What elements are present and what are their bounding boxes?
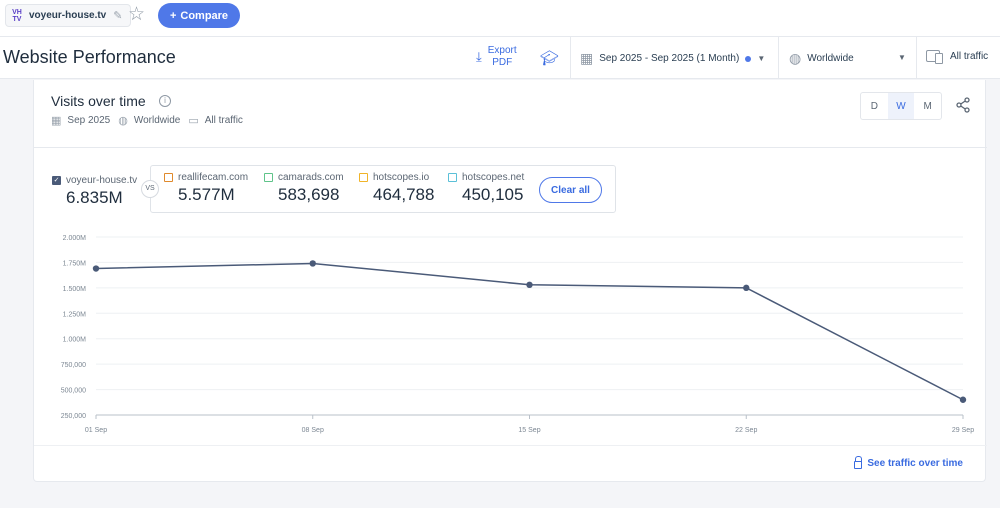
export-label-line1: Export xyxy=(487,45,517,56)
meta-traffic: All traffic xyxy=(204,115,243,126)
x-tick-label: 01 Sep xyxy=(85,427,107,434)
site-chip[interactable]: VH TV voyeur-house.tv ✎ xyxy=(5,4,132,27)
chevron-down-icon: ▼ xyxy=(757,54,766,63)
y-tick-label: 750,000 xyxy=(61,362,86,369)
date-range-filter[interactable]: ▦ Sep 2025 - Sep 2025 (1 Month) ▼ xyxy=(580,50,765,67)
x-tick-label: 15 Sep xyxy=(518,427,540,434)
site-favicon-icon: VH TV xyxy=(10,9,24,23)
share-icon[interactable] xyxy=(955,97,971,117)
export-label-line2: PDF xyxy=(492,57,513,68)
card-meta: ▦ Sep 2025 ◍ Worldwide ▭ All traffic xyxy=(51,114,251,127)
granularity-month-button[interactable]: M xyxy=(923,100,932,112)
competitor-value: 450,105 xyxy=(462,185,524,204)
compare-label: Compare xyxy=(180,9,229,22)
checkbox-unchecked-icon[interactable] xyxy=(164,173,173,182)
header-divider xyxy=(778,37,779,79)
plus-icon: + xyxy=(169,9,177,22)
header-divider xyxy=(570,37,571,79)
checkbox-unchecked-icon[interactable] xyxy=(359,173,368,182)
see-traffic-over-time-link[interactable]: See traffic over time xyxy=(854,456,963,469)
vs-badge: VS xyxy=(141,180,159,198)
legend-competitor[interactable]: reallifecam.com 5.577M xyxy=(164,172,248,205)
export-pdf-button[interactable]: ⤓ Export PDF xyxy=(476,45,517,69)
chart-svg: 2.000M 1.750M 1.500M 1.250M 1.000M 750,000 500… xyxy=(61,235,975,434)
info-icon[interactable]: i xyxy=(159,95,171,107)
data-point xyxy=(743,284,750,292)
competitor-name: reallifecam.com xyxy=(178,172,249,183)
date-range-label: Sep 2025 - Sep 2025 (1 Month) xyxy=(599,53,740,64)
x-tick-label: 08 Sep xyxy=(302,427,324,434)
y-tick-label: 2.000M xyxy=(63,235,87,242)
competitor-value: 583,698 xyxy=(278,185,340,204)
meta-country: Worldwide xyxy=(133,115,181,126)
legend-main-site[interactable]: ✓ voyeur-house.tv 6.835M xyxy=(52,175,137,208)
y-tick-label: 1.500M xyxy=(63,286,87,293)
calendar-icon: ▦ xyxy=(580,50,594,66)
card-title: Visits over time xyxy=(51,93,146,109)
y-tick-label: 250,000 xyxy=(61,413,86,420)
checkbox-unchecked-icon[interactable] xyxy=(448,173,457,182)
see-traffic-label: See traffic over time xyxy=(867,458,963,469)
granularity-week-button[interactable]: W xyxy=(887,93,915,119)
competitor-name: camarads.com xyxy=(278,172,344,183)
calendar-icon: ▦ xyxy=(51,115,62,127)
y-tick-label: 1.000M xyxy=(63,337,87,344)
x-tick-label: 22 Sep xyxy=(735,427,757,434)
academy-graduation-cap-icon[interactable]: 🎓︎ xyxy=(540,50,560,67)
download-icon: ⤓ xyxy=(476,49,482,64)
legend-competitor[interactable]: camarads.com 583,698 xyxy=(264,172,344,205)
visits-line-chart: 2.000M 1.750M 1.500M 1.250M 1.000M 750,000 500… xyxy=(34,220,987,445)
page-header: Website Performance ⤓ Export PDF 🎓︎ ▦ Se… xyxy=(0,37,1000,79)
chevron-down-icon[interactable]: ▼ xyxy=(898,53,906,62)
competitors-box: reallifecam.com 5.577M camarads.com 583,… xyxy=(150,165,616,213)
date-range-dot-indicator xyxy=(745,55,752,62)
header-divider xyxy=(916,37,917,79)
card-footer-divider xyxy=(34,445,987,446)
legend-competitor[interactable]: hotscopes.net 450,105 xyxy=(448,172,524,205)
granularity-day-button[interactable]: D xyxy=(870,100,878,112)
data-point xyxy=(959,396,967,403)
data-point xyxy=(92,265,100,272)
y-tick-label: 500,000 xyxy=(61,388,86,395)
data-point xyxy=(526,281,533,289)
data-point xyxy=(309,260,316,267)
checkbox-unchecked-icon[interactable] xyxy=(264,173,273,182)
country-filter[interactable]: ◍ Worldwide xyxy=(789,50,854,67)
country-label: Worldwide xyxy=(807,53,854,64)
traffic-filter[interactable]: All traffic xyxy=(926,50,989,64)
x-tick-label: 29 Sep xyxy=(952,427,974,434)
checkbox-checked-icon[interactable]: ✓ xyxy=(52,176,61,185)
y-tick-label: 1.250M xyxy=(63,311,87,318)
page-title: Website Performance xyxy=(3,47,176,67)
legend-competitor[interactable]: hotscopes.io 464,788 xyxy=(359,172,434,205)
favicon-text-bottom: TV xyxy=(12,15,22,23)
favorite-star-icon[interactable]: ☆ xyxy=(128,4,146,25)
competitor-name: hotscopes.net xyxy=(462,172,525,183)
edit-pencil-icon[interactable]: ✎ xyxy=(113,10,123,22)
competitor-value: 5.577M xyxy=(178,185,235,204)
competitor-name: hotscopes.io xyxy=(373,172,430,183)
top-bar: VH TV voyeur-house.tv ✎ ☆ + Compare xyxy=(0,0,1000,37)
favicon-text-top: VH xyxy=(12,8,22,16)
visits-over-time-card: Visits over time i ▦ Sep 2025 ◍ Worldwid… xyxy=(33,80,987,482)
lock-icon xyxy=(854,456,863,469)
site-name: voyeur-house.tv xyxy=(29,10,107,21)
meta-date: Sep 2025 xyxy=(67,115,111,126)
devices-icon: ▭ xyxy=(188,115,199,127)
traffic-label: All traffic xyxy=(950,50,989,62)
legend-main-site-name: voyeur-house.tv xyxy=(66,175,138,186)
globe-icon: ◍ xyxy=(789,50,802,66)
card-divider xyxy=(34,147,987,148)
devices-icon xyxy=(926,50,943,64)
granularity-toggle: D W M xyxy=(860,92,942,120)
globe-icon: ◍ xyxy=(118,115,128,127)
y-tick-label: 1.750M xyxy=(63,260,87,267)
competitor-value: 464,788 xyxy=(373,185,435,204)
export-pdf-label: Export PDF xyxy=(488,45,517,69)
clear-all-button[interactable]: Clear all xyxy=(539,177,602,203)
compare-button[interactable]: + Compare xyxy=(158,3,240,28)
legend-main-site-value: 6.835M xyxy=(66,188,123,207)
